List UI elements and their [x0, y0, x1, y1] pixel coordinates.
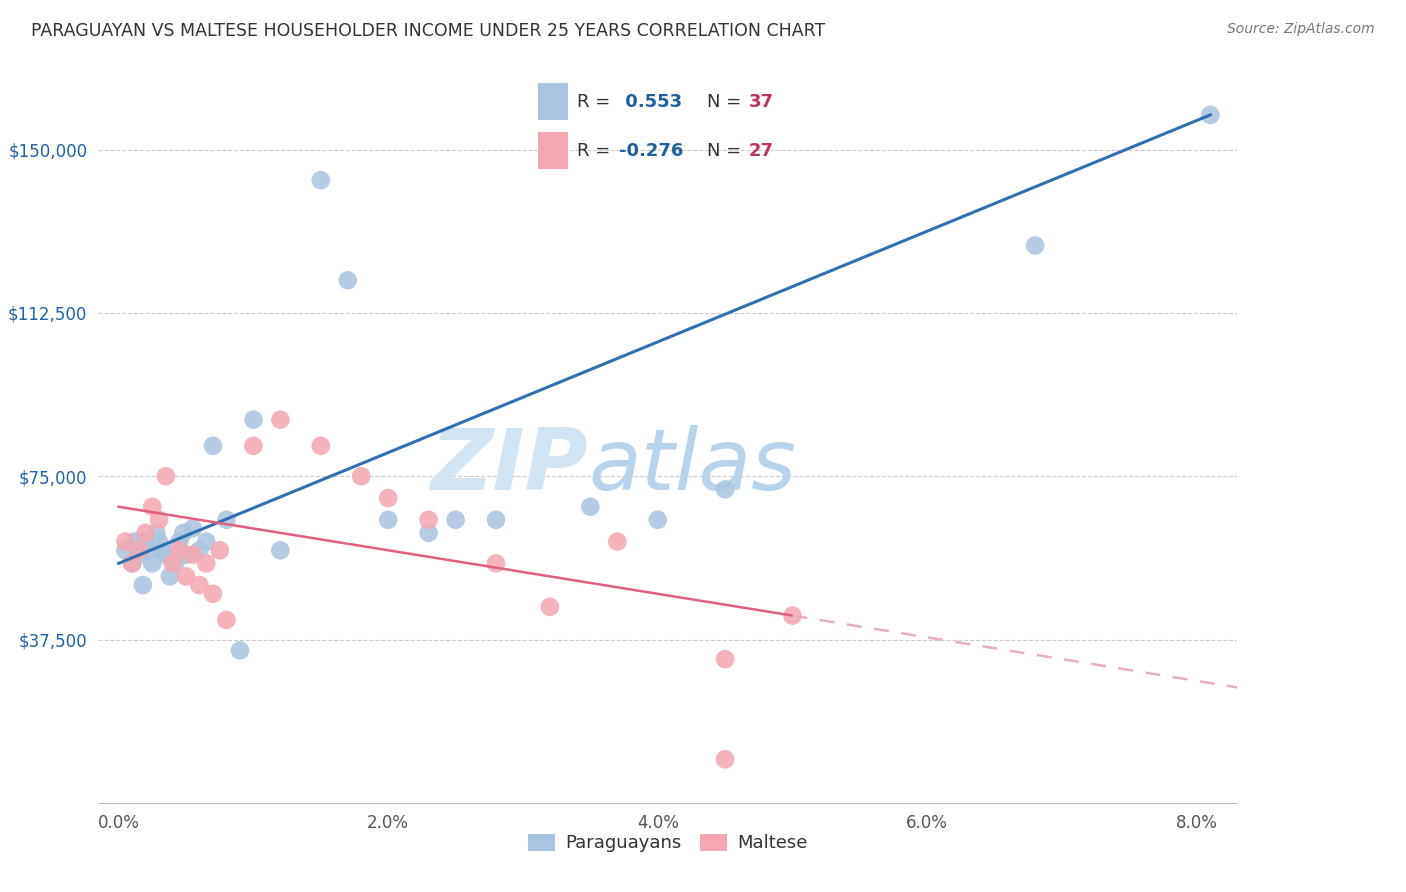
Point — [418, 525, 440, 540]
Point — [215, 613, 238, 627]
Point — [141, 557, 163, 571]
Point — [114, 543, 136, 558]
Point — [714, 652, 737, 666]
Point — [269, 412, 291, 426]
Point — [165, 557, 187, 571]
Point — [174, 548, 197, 562]
Point — [350, 469, 373, 483]
Point — [135, 534, 157, 549]
Point — [159, 569, 181, 583]
Point — [1199, 108, 1222, 122]
Point — [155, 469, 177, 483]
Point — [132, 578, 155, 592]
Point — [647, 513, 669, 527]
Point — [136, 543, 159, 558]
Point — [124, 534, 146, 549]
Point — [269, 543, 291, 558]
Point — [121, 557, 143, 571]
Point — [215, 513, 238, 527]
Point — [114, 534, 136, 549]
Point — [714, 483, 737, 497]
Point — [174, 569, 197, 583]
Point — [377, 491, 399, 505]
Point — [195, 534, 218, 549]
Point — [1024, 238, 1046, 252]
Point — [148, 513, 170, 527]
Point — [377, 513, 399, 527]
Text: ZIP: ZIP — [430, 425, 588, 508]
Point — [418, 513, 440, 527]
Point — [309, 173, 332, 187]
Point — [242, 439, 264, 453]
Text: atlas: atlas — [588, 425, 796, 508]
Point — [141, 500, 163, 514]
Point — [538, 599, 561, 614]
Point — [145, 525, 167, 540]
Point — [309, 439, 332, 453]
Point — [162, 557, 184, 571]
Point — [229, 643, 252, 657]
Legend: Paraguayans, Maltese: Paraguayans, Maltese — [520, 826, 815, 860]
Point — [135, 525, 157, 540]
Point — [714, 752, 737, 766]
Text: Source: ZipAtlas.com: Source: ZipAtlas.com — [1227, 22, 1375, 37]
Point — [162, 543, 184, 558]
Point — [336, 273, 359, 287]
Point — [128, 543, 150, 558]
Point — [155, 548, 177, 562]
Point — [782, 608, 804, 623]
Point — [181, 521, 204, 535]
Point — [444, 513, 467, 527]
Point — [148, 534, 170, 549]
Point — [188, 543, 211, 558]
Point — [201, 439, 224, 453]
Point — [169, 534, 191, 549]
Point — [485, 557, 508, 571]
Point — [579, 500, 602, 514]
Point — [242, 412, 264, 426]
Point — [169, 543, 191, 558]
Point — [121, 557, 143, 571]
Point — [172, 525, 194, 540]
Point — [485, 513, 508, 527]
Point — [128, 548, 150, 562]
Point — [201, 587, 224, 601]
Text: PARAGUAYAN VS MALTESE HOUSEHOLDER INCOME UNDER 25 YEARS CORRELATION CHART: PARAGUAYAN VS MALTESE HOUSEHOLDER INCOME… — [31, 22, 825, 40]
Point — [195, 557, 218, 571]
Point — [181, 548, 204, 562]
Point — [606, 534, 628, 549]
Point — [150, 543, 173, 558]
Point — [208, 543, 231, 558]
Point — [188, 578, 211, 592]
